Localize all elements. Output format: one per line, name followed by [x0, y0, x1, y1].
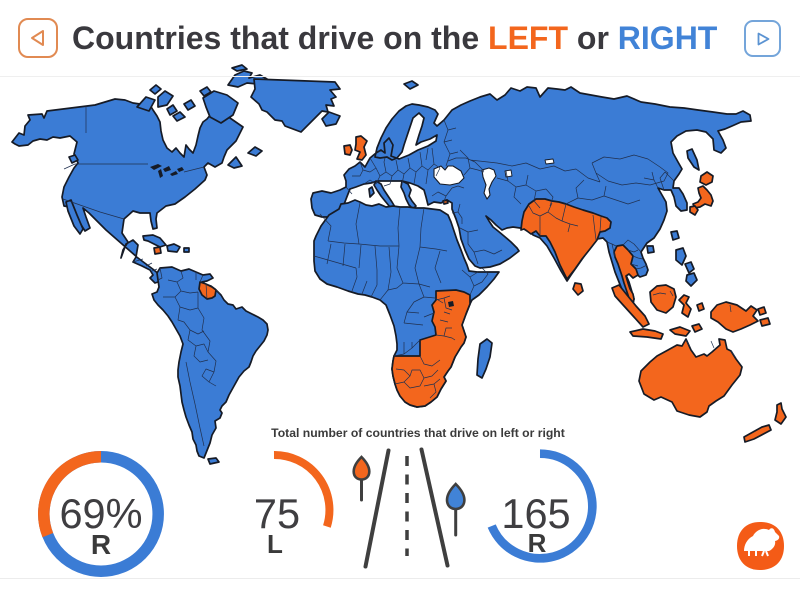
svg-text:L: L: [267, 529, 283, 559]
svg-text:R: R: [528, 528, 547, 558]
svg-text:Total number of countries that: Total number of countries that drive on …: [271, 426, 565, 440]
svg-text:165: 165: [501, 490, 570, 537]
svg-text:69%: 69%: [59, 490, 142, 537]
svg-text:R: R: [91, 529, 111, 560]
svg-text:75: 75: [254, 490, 300, 537]
